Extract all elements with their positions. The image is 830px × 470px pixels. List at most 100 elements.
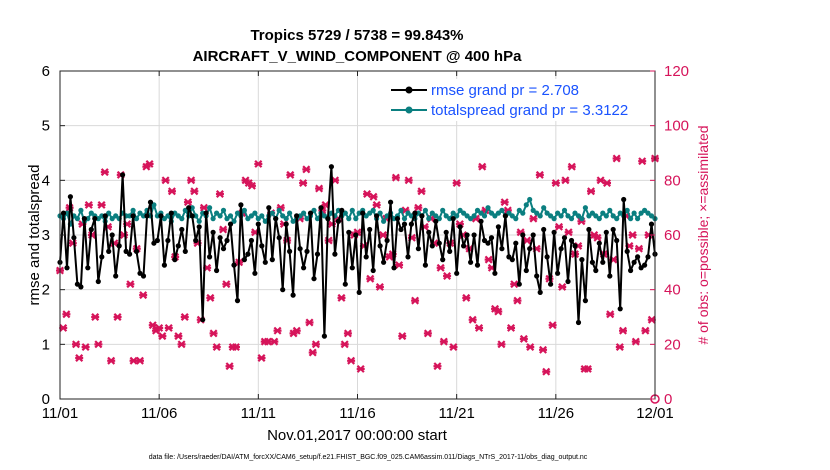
obs-count-marker: [551, 179, 560, 188]
rmse-point: [269, 257, 275, 263]
rmse-point: [325, 216, 331, 222]
rmse-point: [381, 259, 387, 265]
rmse-point: [113, 273, 119, 279]
rmse-point: [182, 248, 188, 254]
rmse-point: [621, 196, 627, 203]
rmse-point: [85, 265, 91, 271]
rmse-point: [78, 284, 84, 290]
spread-point: [516, 207, 522, 213]
obs-count-marker: [587, 187, 596, 196]
rmse-point: [370, 267, 376, 274]
obs-count-marker: [225, 362, 234, 371]
obs-count-marker: [497, 340, 506, 349]
spread-point: [638, 210, 644, 216]
rmse-point: [318, 205, 324, 211]
rmse-point: [614, 237, 620, 244]
spread-point: [603, 213, 609, 219]
rmse-point: [92, 216, 98, 222]
spread-point: [227, 213, 234, 219]
rmse-point: [398, 226, 404, 233]
obs-count-marker: [542, 367, 551, 376]
spread-point: [269, 210, 275, 216]
rmse-point: [384, 237, 390, 244]
spread-point: [457, 207, 463, 213]
rmse-point: [405, 254, 411, 260]
y-tick-label: 5: [42, 118, 50, 135]
obs-count-marker: [507, 323, 516, 332]
spread-point: [495, 210, 501, 216]
rmse-point: [363, 254, 369, 260]
rmse-point: [586, 226, 592, 233]
spread-point: [541, 205, 547, 211]
obs-count-marker: [564, 228, 573, 237]
obs-count-marker: [231, 343, 240, 352]
obs-count-marker: [315, 184, 324, 193]
obs-count-marker: [449, 343, 458, 352]
obs-count-marker: [97, 200, 106, 209]
spread-point: [241, 207, 247, 213]
rmse-point: [262, 259, 268, 265]
obs-count-marker: [548, 321, 557, 330]
rmse-point: [513, 240, 519, 246]
obs-count-marker: [523, 236, 532, 245]
obs-count-marker: [199, 203, 208, 212]
obs-count-marker: [635, 244, 644, 253]
obs-count-marker: [135, 356, 144, 365]
rmse-point: [419, 213, 425, 219]
spread-point: [461, 210, 467, 216]
rmse-point: [394, 216, 401, 222]
x-tick-label: 11/16: [339, 405, 375, 422]
obs-count-marker: [478, 162, 487, 171]
spread-point: [433, 213, 439, 219]
rmse-point: [158, 213, 164, 219]
rmse-point: [64, 265, 70, 271]
spread-point: [610, 213, 616, 219]
obs-count-marker: [439, 337, 448, 346]
rmse-point: [541, 226, 547, 233]
obs-count-marker: [187, 176, 196, 185]
obs-count-marker: [468, 315, 477, 324]
rmse-point: [304, 248, 310, 254]
spread-point: [628, 216, 634, 222]
rmse-point: [321, 333, 327, 339]
obs-count-marker: [529, 214, 538, 223]
obs-count-marker: [292, 326, 301, 335]
rmse-point: [582, 298, 589, 304]
rmse-point: [109, 232, 115, 238]
spread-point: [551, 216, 557, 222]
rmse-point: [534, 273, 540, 279]
obs-count-marker: [612, 154, 621, 163]
spread-point: [631, 210, 637, 216]
rmse-point: [273, 216, 279, 222]
spread-point: [422, 207, 428, 213]
rmse-point: [168, 210, 174, 216]
rmse-point: [123, 248, 129, 254]
rmse-point: [645, 254, 651, 260]
spread-point: [398, 207, 404, 213]
spread-point: [78, 207, 84, 213]
spread-point: [548, 213, 554, 219]
spread-point: [349, 207, 355, 213]
spread-point: [648, 213, 655, 219]
obs-count-marker: [337, 293, 346, 302]
rmse-point: [259, 243, 265, 249]
rmse-point: [360, 210, 366, 216]
obs-count-marker: [379, 231, 388, 239]
rmse-point: [179, 226, 185, 233]
obs-count-marker: [395, 261, 404, 270]
y-tick-label: 2: [42, 282, 50, 299]
spread-point: [440, 207, 446, 213]
rmse-point: [447, 248, 453, 254]
x-tick-label: 11/06: [141, 405, 177, 422]
spread-point: [175, 213, 181, 219]
rmse-point: [509, 257, 515, 263]
spread-point: [262, 218, 268, 224]
rmse-point: [116, 243, 122, 249]
obs-count-marker: [311, 340, 320, 349]
spread-point: [259, 213, 265, 219]
spread-point: [214, 210, 220, 216]
obs-count-marker: [343, 329, 352, 338]
spread-point: [558, 213, 564, 219]
rmse-point: [593, 267, 599, 274]
obs-count-marker: [148, 321, 157, 330]
